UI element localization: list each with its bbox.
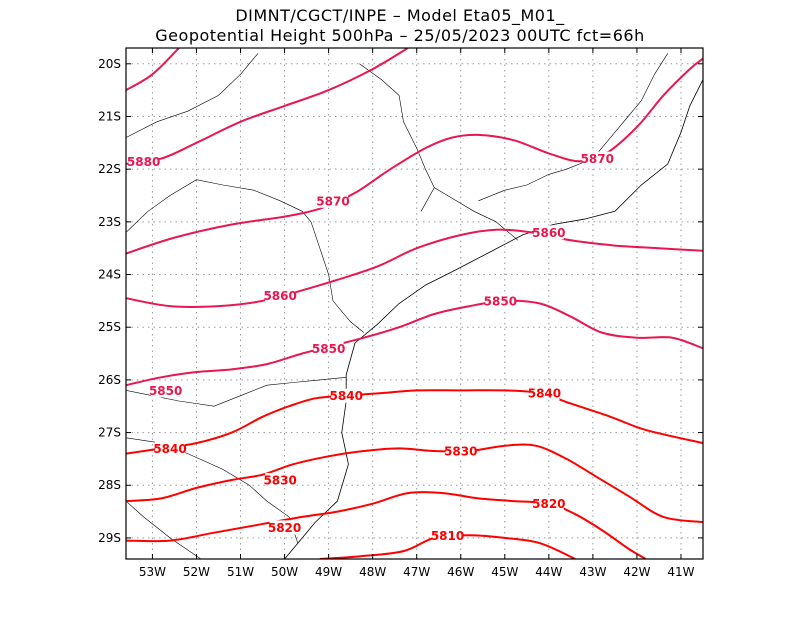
contour-label-bg xyxy=(582,151,613,166)
contour-lines xyxy=(126,48,703,559)
contour-label: 5830 xyxy=(263,473,296,487)
x-tick-label: 53W xyxy=(139,565,166,579)
x-tick-label: 44W xyxy=(535,565,562,579)
coastline xyxy=(284,79,703,559)
y-tick-label: 24S xyxy=(98,268,121,282)
contour-5820 xyxy=(126,491,647,559)
contour-5840 xyxy=(126,389,703,455)
x-tick-label: 49W xyxy=(315,565,342,579)
x-tick-label: 50W xyxy=(271,565,298,579)
x-tick-label: 51W xyxy=(227,565,254,579)
x-tick-label: 45W xyxy=(491,565,518,579)
contour-label: 5870 xyxy=(581,152,614,166)
x-tick-label: 46W xyxy=(447,565,474,579)
state-border xyxy=(310,221,364,333)
x-tick-label: 48W xyxy=(359,565,386,579)
contour-5850 xyxy=(126,299,703,387)
contour-label: 5880 xyxy=(127,155,160,169)
contour-label-bg xyxy=(445,444,476,459)
contour-label-bg xyxy=(529,386,560,401)
state-border xyxy=(641,53,669,101)
y-tick-label: 26S xyxy=(98,373,121,387)
map-frame xyxy=(125,47,704,560)
contour-label: 5810 xyxy=(431,529,464,543)
x-tick-label: 41W xyxy=(667,565,694,579)
contour-label-bg xyxy=(318,193,349,208)
contour-label: 5820 xyxy=(532,497,565,511)
x-tick-label: 52W xyxy=(183,565,210,579)
axis-ticks: 53W 52W 51W 50W 49W 48W 47W 46W 45W 44W 43W 42W 41W 2… xyxy=(98,48,703,579)
state-border xyxy=(126,500,202,559)
contour-label-bg xyxy=(269,520,300,535)
state-border xyxy=(434,187,519,241)
contour-label-bg xyxy=(313,341,344,356)
contour-label: 5840 xyxy=(330,389,363,403)
contour-label-bg xyxy=(150,383,181,398)
geography-lines xyxy=(126,53,703,559)
y-tick-label: 27S xyxy=(98,426,121,440)
contour-label-bg xyxy=(155,441,186,456)
y-tick-label: 25S xyxy=(98,320,121,334)
contour-5830 xyxy=(126,443,703,524)
contour-5870 xyxy=(126,57,703,255)
y-tick-label: 28S xyxy=(98,478,121,492)
contour-label-bg xyxy=(128,154,159,169)
contour-label: 5840 xyxy=(528,387,561,401)
contour-label: 5860 xyxy=(532,226,565,240)
contour-label-bg xyxy=(485,293,516,308)
x-tick-label: 42W xyxy=(623,565,650,579)
y-tick-label: 29S xyxy=(98,531,121,545)
x-tick-label: 47W xyxy=(403,565,430,579)
state-border xyxy=(126,377,347,407)
contour-5880 xyxy=(126,48,180,91)
contour-label-bg xyxy=(265,472,296,487)
contour-label: 5840 xyxy=(153,442,186,456)
contour-label-bg xyxy=(533,225,564,240)
x-tick-label: 43W xyxy=(579,565,606,579)
contour-label: 5870 xyxy=(316,194,349,208)
contour-5880 xyxy=(126,48,409,165)
map-title-line2: Geopotential Height 500hPa – 25/05/2023 … xyxy=(155,26,645,45)
contour-label-bg xyxy=(432,528,463,543)
contour-label-bg xyxy=(265,288,296,303)
contour-label: 5830 xyxy=(444,445,477,459)
lat-lon-grid xyxy=(126,48,703,559)
y-tick-label: 22S xyxy=(98,162,121,176)
contour-label: 5820 xyxy=(268,521,301,535)
contour-labels: 5880 5870 5870 5860 5860 5850 5850 5850 5840 5840… xyxy=(127,151,614,543)
contour-label-bg xyxy=(533,496,564,511)
contour-label: 5860 xyxy=(263,289,296,303)
state-border xyxy=(126,53,259,138)
state-border xyxy=(359,63,435,212)
contour-label: 5850 xyxy=(312,342,345,356)
contour-label-bg xyxy=(331,388,362,403)
y-tick-label: 20S xyxy=(98,57,121,71)
contour-label: 5850 xyxy=(484,294,517,308)
y-tick-label: 21S xyxy=(98,109,121,123)
state-border xyxy=(126,179,312,233)
contour-label: 5850 xyxy=(149,384,182,398)
map-title-line1: DIMNT/CGCT/INPE – Model Eta05_M01_ xyxy=(235,6,565,25)
contour-5860 xyxy=(126,228,703,308)
y-tick-label: 23S xyxy=(98,215,121,229)
plot-border xyxy=(125,47,704,560)
state-border xyxy=(478,100,642,202)
